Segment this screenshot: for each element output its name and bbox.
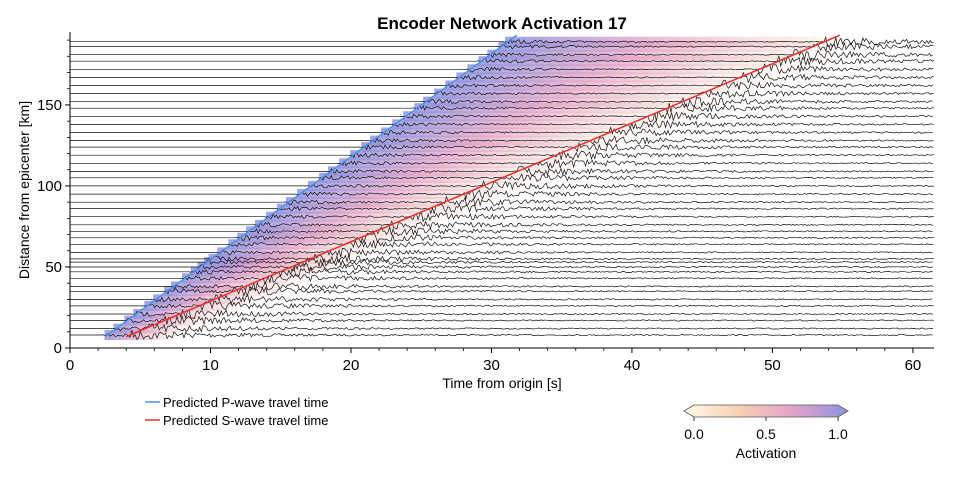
seismic-trace xyxy=(70,96,933,108)
seismic-trace xyxy=(70,71,934,84)
seismic-trace xyxy=(70,166,934,177)
colorbar-tick-label: 1.0 xyxy=(828,426,848,442)
seismic-trace xyxy=(70,158,933,170)
activation-band xyxy=(423,96,732,107)
activation-band xyxy=(228,239,395,250)
activation-bands xyxy=(104,36,874,341)
colorbar-tick-label: 0.0 xyxy=(684,426,704,442)
axes: 0 10 20 30 40 50 60 0 50 100 150 xyxy=(37,32,934,374)
activation-band xyxy=(308,180,533,191)
seismic-trace xyxy=(70,203,934,215)
y-tick-label: 0 xyxy=(54,340,62,357)
chart-title: Encoder Network Activation 17 xyxy=(377,14,627,33)
activation-band xyxy=(350,150,606,161)
colorbar-ticks: 0.0 0.5 1.0 xyxy=(684,417,848,442)
p-wave-line xyxy=(104,34,518,338)
legend-entry-label: Predicted P-wave travel time xyxy=(163,395,328,410)
seismic-trace xyxy=(70,293,933,306)
seismic-trace xyxy=(70,315,934,326)
legend-entry-label: Predicted S-wave travel time xyxy=(163,413,328,428)
activation-band xyxy=(237,232,410,243)
y-tick-label: 150 xyxy=(37,97,62,114)
seismic-trace xyxy=(70,239,934,250)
activation-band xyxy=(153,294,264,305)
y-tick-label: 100 xyxy=(37,178,62,195)
seismic-trace xyxy=(70,300,934,311)
s-wave-line xyxy=(125,34,841,338)
seismic-trace xyxy=(70,195,934,207)
activation-band xyxy=(170,281,295,292)
activation-band xyxy=(144,300,249,311)
seismic-trace xyxy=(70,55,934,68)
seismic-trace xyxy=(70,135,934,146)
travel-time-lines xyxy=(104,34,841,338)
seismic-trace xyxy=(70,323,934,333)
activation-band xyxy=(246,226,425,237)
seismic-trace xyxy=(70,89,934,99)
x-tick-label: 0 xyxy=(66,357,74,374)
activation-band xyxy=(217,247,375,258)
x-tick-label: 50 xyxy=(764,357,781,374)
seismic-trace xyxy=(70,261,933,272)
seismic-trace xyxy=(70,42,934,52)
seismic-trace xyxy=(70,119,934,130)
activation-band xyxy=(124,315,214,326)
activation-band xyxy=(478,56,828,67)
seismic-trace xyxy=(70,253,934,264)
activation-band xyxy=(285,197,494,208)
seismic-trace xyxy=(70,102,934,114)
seismic-trace xyxy=(70,179,934,191)
seismic-trace xyxy=(70,308,933,320)
plot-area xyxy=(70,34,934,341)
colorbar-tick-label: 0.5 xyxy=(756,426,776,442)
seismic-trace xyxy=(70,63,934,75)
seismic-trace xyxy=(70,256,933,268)
x-tick-label: 10 xyxy=(202,357,219,374)
seismic-trace xyxy=(70,48,933,60)
activation-band xyxy=(319,172,552,183)
seismic-trace xyxy=(70,173,934,182)
y-tick-label: 50 xyxy=(45,259,62,276)
seismic-traces xyxy=(70,35,934,340)
seismic-trace xyxy=(70,266,933,277)
x-tick-label: 30 xyxy=(483,357,500,374)
seismic-trace xyxy=(70,247,933,258)
seismic-trace xyxy=(70,273,933,285)
colorbar: 0.0 0.5 1.0 Activation xyxy=(683,404,849,461)
seismic-trace xyxy=(70,232,934,244)
y-axis-label: Distance from epicenter [km] xyxy=(16,101,32,279)
seismic-trace xyxy=(70,220,934,230)
seismic-trace xyxy=(70,281,934,292)
colorbar-label: Activation xyxy=(736,445,797,461)
seismic-trace xyxy=(70,141,934,153)
activation-band xyxy=(277,203,479,214)
seismic-trace xyxy=(70,126,933,137)
seismic-trace xyxy=(70,189,933,200)
x-tick-label: 60 xyxy=(905,357,922,374)
seismic-trace xyxy=(70,286,934,298)
activation-band xyxy=(208,253,360,264)
x-tick-label: 40 xyxy=(624,357,641,374)
legend: Predicted P-wave travel time Predicted S-… xyxy=(145,395,328,428)
activation-band xyxy=(445,80,771,91)
seismic-trace xyxy=(70,330,933,340)
x-axis-label: Time from origin [s] xyxy=(442,375,561,391)
x-tick-label: 20 xyxy=(343,357,360,374)
seismic-trace xyxy=(70,111,933,122)
seismic-trace xyxy=(70,35,934,48)
seismic-trace xyxy=(70,225,933,237)
colorbar-bar xyxy=(683,404,849,418)
seismic-trace xyxy=(70,149,934,161)
seismic-trace xyxy=(70,79,934,90)
seismic-trace xyxy=(70,212,934,223)
